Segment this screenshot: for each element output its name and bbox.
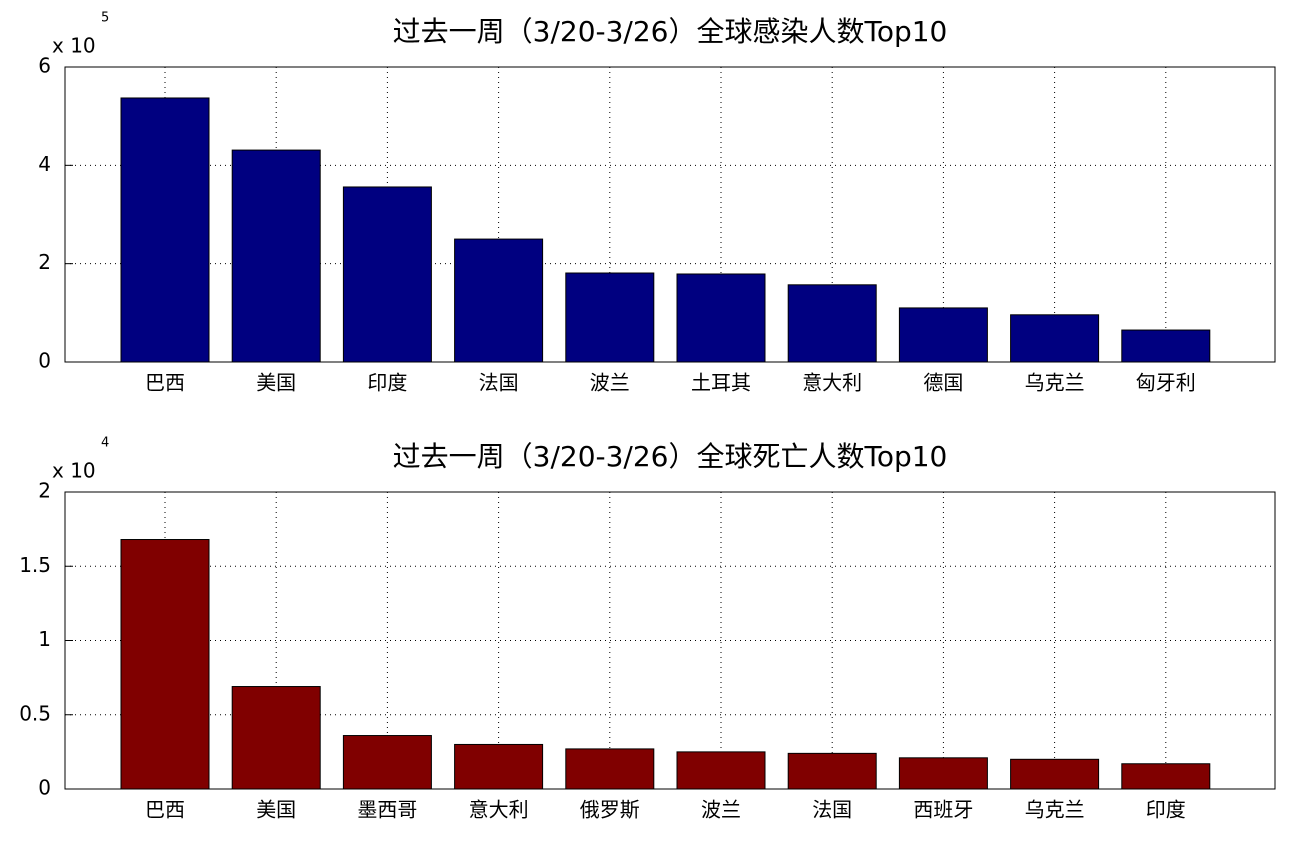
- bar: [565, 748, 655, 790]
- axes-box: [64, 491, 1276, 790]
- x-tick-label: 意大利: [802, 371, 862, 395]
- x-tick-label: 巴西: [145, 798, 185, 822]
- y-tick-label: 6: [38, 54, 51, 78]
- bar: [676, 751, 766, 790]
- x-tick-label: 乌克兰: [1025, 798, 1085, 822]
- bar: [454, 238, 544, 363]
- x-tick-label: 俄罗斯: [580, 798, 640, 822]
- axis-multiplier: x 10: [52, 459, 96, 483]
- bar: [120, 97, 210, 363]
- bar: [676, 273, 766, 363]
- bar: [454, 743, 544, 790]
- bar: [120, 539, 210, 790]
- bar: [342, 186, 432, 363]
- axis-multiplier-exponent: 5: [101, 11, 109, 26]
- x-tick-label: 印度: [367, 371, 407, 395]
- axis-multiplier-exponent: 4: [101, 436, 109, 451]
- bar: [898, 757, 988, 790]
- bar: [1010, 314, 1100, 363]
- y-tick-label: 0.5: [19, 701, 51, 725]
- x-tick-label: 波兰: [701, 798, 741, 822]
- bar: [342, 735, 432, 790]
- y-tick-label: 2: [38, 250, 51, 274]
- x-tick-label: 西班牙: [913, 798, 973, 822]
- x-tick-label: 墨西哥: [357, 798, 417, 822]
- x-tick-label: 意大利: [469, 798, 529, 822]
- x-tick-label: 美国: [256, 798, 296, 822]
- bar: [898, 307, 988, 363]
- bar: [1121, 763, 1211, 790]
- y-tick-label: 1: [38, 627, 51, 651]
- x-tick-label: 印度: [1146, 798, 1186, 822]
- y-tick-label: 2: [38, 479, 51, 503]
- bar: [231, 149, 321, 363]
- x-tick-label: 法国: [479, 371, 519, 395]
- y-tick-label: 4: [38, 152, 51, 176]
- chart-title: 过去一周（3/20-3/26）全球感染人数Top10: [393, 15, 948, 48]
- x-tick-label: 巴西: [145, 371, 185, 395]
- y-tick-label: 1.5: [19, 553, 51, 577]
- x-tick-label: 土耳其: [691, 371, 751, 395]
- bar: [1010, 758, 1100, 790]
- chart-title: 过去一周（3/20-3/26）全球死亡人数Top10: [393, 440, 948, 473]
- bar: [1121, 329, 1211, 363]
- x-tick-label: 波兰: [590, 371, 630, 395]
- axes-box: [64, 66, 1276, 363]
- x-tick-label: 美国: [256, 371, 296, 395]
- bar: [565, 272, 655, 363]
- bar: [787, 752, 877, 790]
- bar: [787, 284, 877, 363]
- x-tick-label: 法国: [812, 798, 852, 822]
- x-tick-label: 德国: [923, 371, 963, 395]
- x-tick-label: 匈牙利: [1136, 371, 1196, 395]
- bar: [231, 686, 321, 790]
- y-tick-label: 0: [38, 349, 51, 373]
- x-tick-label: 乌克兰: [1025, 371, 1085, 395]
- axis-multiplier: x 10: [52, 34, 96, 58]
- y-tick-label: 0: [38, 776, 51, 800]
